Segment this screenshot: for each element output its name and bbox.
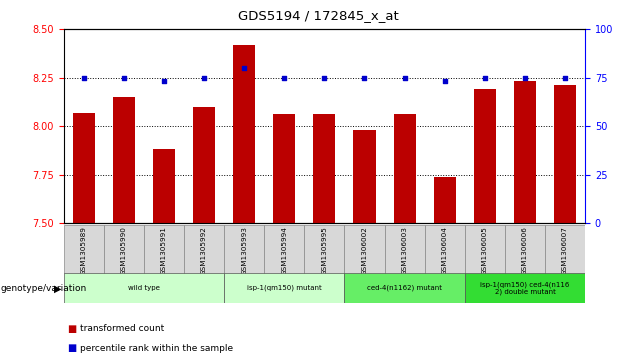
Bar (64, 225, 104, 274)
Bar (554, 85, 576, 223)
Point (480, 75, 490, 81)
Point (279, 75, 289, 81)
Point (239, 65, 249, 71)
Bar (304, 225, 345, 274)
Bar (144, 225, 184, 274)
Text: GSM1305991: GSM1305991 (161, 227, 167, 276)
Bar (64, 273, 224, 303)
Bar (73, 113, 95, 223)
Bar (104, 225, 144, 274)
Bar (264, 225, 304, 274)
Bar (385, 225, 425, 274)
Point (159, 78, 169, 84)
Text: GSM1305990: GSM1305990 (121, 227, 127, 276)
Text: GDS5194 / 172845_x_at: GDS5194 / 172845_x_at (238, 9, 398, 22)
Bar (345, 273, 465, 303)
Text: GSM1306004: GSM1306004 (442, 227, 448, 276)
Text: genotype/variation: genotype/variation (1, 284, 87, 293)
Text: GSM1305995: GSM1305995 (321, 227, 328, 276)
Bar (505, 225, 545, 274)
Text: GSM1305993: GSM1305993 (241, 227, 247, 276)
Point (79, 75, 89, 81)
Bar (545, 225, 585, 274)
Point (439, 78, 450, 84)
Bar (354, 130, 375, 223)
Point (319, 75, 329, 81)
Bar (193, 107, 215, 223)
Point (199, 75, 209, 81)
Text: GSM1305989: GSM1305989 (81, 227, 86, 276)
Point (359, 75, 370, 81)
Bar (465, 225, 505, 274)
Bar (345, 225, 385, 274)
Text: percentile rank within the sample: percentile rank within the sample (80, 344, 233, 353)
Text: isp-1(qm150) mutant: isp-1(qm150) mutant (247, 285, 322, 291)
Point (119, 75, 129, 81)
Text: ced-4(n1162) mutant: ced-4(n1162) mutant (367, 285, 442, 291)
Text: ■: ■ (67, 323, 76, 334)
Bar (474, 89, 496, 223)
Text: GSM1306003: GSM1306003 (401, 227, 408, 276)
Bar (113, 97, 135, 223)
Bar (224, 273, 345, 303)
Text: isp-1(qm150) ced-4(n116
2) double mutant: isp-1(qm150) ced-4(n116 2) double mutant (480, 281, 570, 295)
Text: ■: ■ (67, 343, 76, 354)
Bar (273, 114, 295, 223)
Bar (314, 114, 335, 223)
Bar (184, 225, 224, 274)
Text: GSM1305994: GSM1305994 (281, 227, 287, 276)
Text: wild type: wild type (128, 285, 160, 291)
Text: GSM1305992: GSM1305992 (201, 227, 207, 276)
Bar (224, 225, 264, 274)
Bar (233, 45, 255, 223)
Bar (434, 177, 456, 223)
Text: GSM1306005: GSM1306005 (482, 227, 488, 276)
Point (520, 75, 530, 81)
Text: GSM1306007: GSM1306007 (562, 227, 568, 276)
Text: ▶: ▶ (54, 284, 62, 294)
Text: GSM1306002: GSM1306002 (361, 227, 368, 276)
Bar (465, 273, 585, 303)
Bar (425, 225, 465, 274)
Bar (514, 81, 536, 223)
Point (399, 75, 410, 81)
Text: GSM1306006: GSM1306006 (522, 227, 528, 276)
Point (560, 75, 570, 81)
Bar (394, 114, 416, 223)
Text: transformed count: transformed count (80, 324, 163, 333)
Bar (153, 150, 175, 223)
